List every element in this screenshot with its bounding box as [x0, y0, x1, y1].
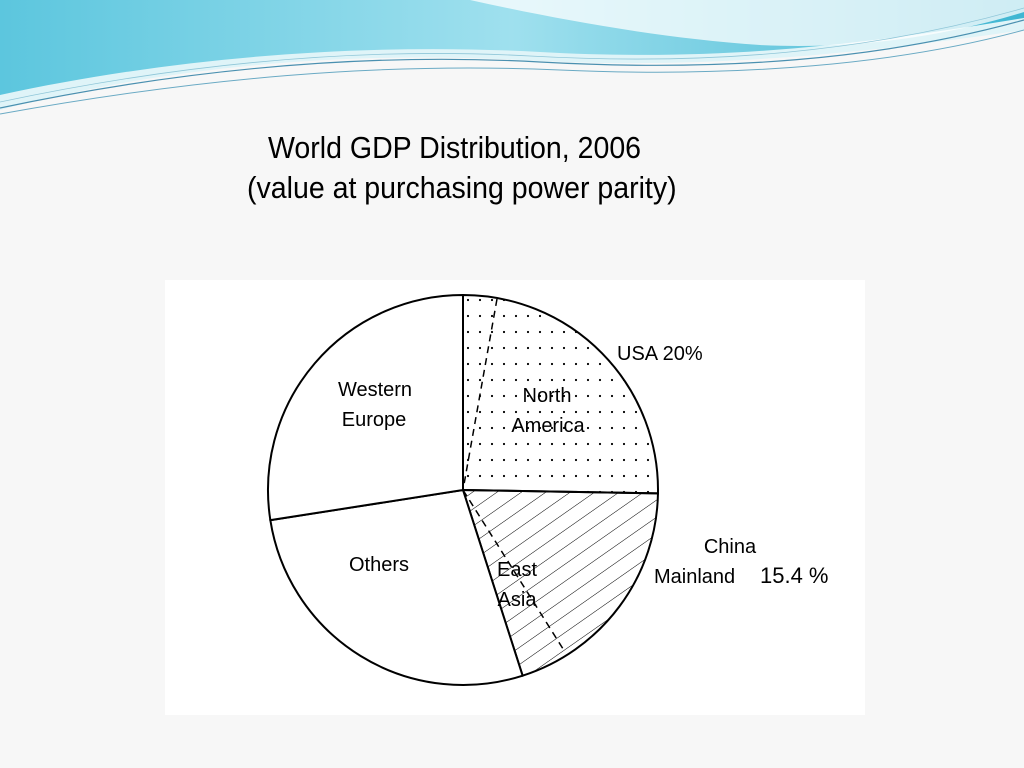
usa-boundary-dashed-line — [462, 298, 498, 491]
slice-label-western-europe-1: Western — [338, 379, 412, 401]
pie-slice-east-asia — [461, 488, 659, 677]
pie-slice-western-europe — [267, 293, 464, 522]
slice-label-north-america-2: America — [511, 415, 585, 437]
wave-line-1 — [0, 19, 1024, 109]
title-line-2: (value at purchasing power parity) — [247, 170, 677, 205]
pie-slices — [267, 293, 659, 686]
wave-line-3 — [0, 7, 1024, 103]
chart-panel: Western Europe North America Others East… — [165, 280, 865, 715]
annotation-china-line2: Mainland — [654, 566, 735, 588]
wave-line-2 — [0, 29, 1024, 115]
slice-label-western-europe-2: Europe — [342, 409, 407, 431]
wave-header-decoration — [0, 0, 1024, 115]
pie-labels: Western Europe North America Others East… — [338, 343, 829, 611]
pie-slice-north-america — [462, 293, 659, 495]
annotation-china-line1: China — [704, 536, 757, 558]
pie-slice-others — [269, 488, 524, 686]
title-line-1: World GDP Distribution, 2006 — [268, 130, 642, 165]
slice-label-others: Others — [349, 554, 409, 576]
slide-title: World GDP Distribution, 2006 (value at p… — [0, 128, 1024, 218]
annotation-china-value: 15.4 % — [760, 563, 829, 588]
slice-label-east-asia-2: Asia — [498, 589, 538, 611]
annotation-usa: USA 20% — [617, 343, 703, 365]
slice-label-north-america-1: North — [523, 385, 572, 407]
slice-label-east-asia-1: East — [497, 559, 537, 581]
pie-chart: Western Europe North America Others East… — [267, 293, 829, 686]
china-boundary-dashed-line — [462, 489, 566, 653]
wave-band-front — [0, 0, 1024, 46]
